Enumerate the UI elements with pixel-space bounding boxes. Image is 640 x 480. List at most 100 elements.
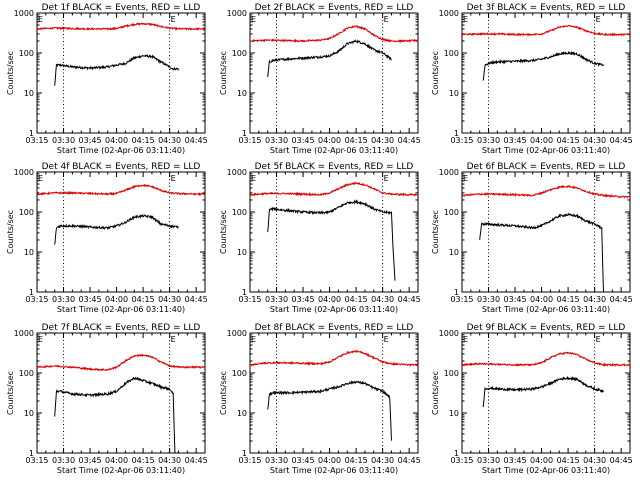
x-tick-label: 04:00	[105, 136, 128, 145]
x-tick-label: 03:15	[25, 136, 48, 145]
panel-title: Det 2f BLACK = Events, RED = LLD	[255, 3, 414, 13]
marker-e: E	[596, 15, 601, 24]
x-tick-label: 04:45	[610, 456, 633, 465]
series-events-line	[482, 50, 604, 81]
x-tick-label: 04:45	[610, 295, 633, 304]
x-tick-label: 04:00	[318, 295, 341, 304]
marker-e: E	[171, 174, 176, 183]
marker-e: E	[38, 15, 43, 24]
x-tick-label: 04:15	[557, 295, 580, 304]
series-lld-line	[461, 184, 631, 199]
plot-frame	[36, 332, 206, 454]
series-events-line	[267, 38, 392, 78]
y-tick-label: 1000	[227, 168, 247, 177]
marker-e: E	[463, 335, 468, 344]
x-tick-label: 04:15	[345, 295, 368, 304]
series-events-line	[267, 380, 392, 441]
y-tick-label: 1	[242, 129, 247, 138]
panel-det-9: Det 9f BLACK = Events, RED = LLD 1 10 100 10…	[431, 323, 633, 475]
x-tick-label: 04:15	[557, 136, 580, 145]
x-tick-label: 03:15	[238, 295, 261, 304]
plot-frame	[249, 171, 419, 293]
y-tick-label: 100	[444, 49, 459, 58]
x-axis-label: Start Time (02-Apr-06 03:11:40)	[482, 146, 610, 155]
y-axis-label: Counts/sec	[431, 51, 440, 95]
panel-det-1: Det 1f BLACK = Events, RED = LLD 1 10 100 10…	[6, 3, 208, 155]
plot-frame	[461, 171, 631, 293]
panel-det-5: Det 5f BLACK = Events, RED = LLD 1 10 100 10…	[219, 162, 421, 314]
x-tick-label: 04:00	[105, 295, 128, 304]
x-tick-label: 03:15	[238, 136, 261, 145]
y-tick-label: 1000	[227, 329, 247, 338]
x-tick-label: 04:30	[371, 295, 394, 304]
x-tick-label: 04:30	[158, 136, 181, 145]
series-events-line	[54, 213, 179, 245]
x-tick-label: 03:30	[52, 136, 75, 145]
y-tick-label: 1000	[439, 329, 459, 338]
panel-title: Det 7f BLACK = Events, RED = LLD	[42, 323, 201, 333]
y-tick-label: 1	[454, 449, 459, 458]
y-tick-label: 100	[19, 208, 34, 217]
y-tick-label: 10	[24, 89, 34, 98]
panel-title: Det 5f BLACK = Events, RED = LLD	[255, 162, 414, 172]
x-tick-label: 03:15	[25, 456, 48, 465]
y-tick-label: 1	[29, 288, 34, 297]
x-axis-label: Start Time (02-Apr-06 03:11:40)	[270, 466, 398, 475]
y-tick-label: 100	[444, 208, 459, 217]
x-tick-label: 04:00	[530, 295, 553, 304]
x-tick-label: 04:15	[345, 456, 368, 465]
x-tick-label: 03:30	[477, 295, 500, 304]
series-lld-line	[36, 183, 206, 197]
y-tick-label: 10	[24, 409, 34, 418]
x-tick-label: 03:15	[450, 295, 473, 304]
x-tick-label: 04:00	[530, 136, 553, 145]
x-axis-label: Start Time (02-Apr-06 03:11:40)	[270, 146, 398, 155]
series-lld-line	[249, 24, 419, 44]
y-axis-label: Counts/sec	[6, 51, 15, 95]
series-lld-line	[461, 351, 631, 368]
x-tick-label: 04:45	[185, 295, 208, 304]
series-lld-line	[249, 181, 419, 197]
x-tick-label: 04:15	[132, 136, 155, 145]
x-axis-label: Start Time (02-Apr-06 03:11:40)	[57, 146, 185, 155]
x-tick-label: 03:45	[79, 295, 102, 304]
plot-frame	[461, 12, 631, 134]
x-tick-label: 03:30	[265, 136, 288, 145]
panel-det-6: Det 6f BLACK = Events, RED = LLD 1 10 100 10…	[431, 162, 633, 314]
y-tick-label: 100	[232, 369, 247, 378]
plot-frame	[249, 12, 419, 134]
plot-frame	[461, 332, 631, 454]
x-tick-label: 03:45	[504, 456, 527, 465]
x-tick-label: 03:15	[25, 295, 48, 304]
x-tick-label: 04:15	[132, 295, 155, 304]
y-tick-label: 1	[29, 449, 34, 458]
panel-title: Det 1f BLACK = Events, RED = LLD	[42, 3, 201, 13]
marker-e: E	[596, 335, 601, 344]
y-axis-label: Counts/sec	[219, 210, 228, 254]
panel-title: Det 3f BLACK = Events, RED = LLD	[467, 3, 626, 13]
panel-det-4: Det 4f BLACK = Events, RED = LLD 1 10 100 10…	[6, 162, 208, 314]
marker-e: E	[251, 15, 256, 24]
x-axis-label: Start Time (02-Apr-06 03:11:40)	[270, 305, 398, 314]
y-tick-label: 1	[454, 129, 459, 138]
x-tick-label: 04:15	[345, 136, 368, 145]
x-tick-label: 03:45	[79, 456, 102, 465]
panel-det-8: Det 8f BLACK = Events, RED = LLD 1 10 100 10…	[219, 323, 421, 475]
x-tick-label: 04:30	[371, 136, 394, 145]
plot-frame	[36, 12, 206, 134]
marker-e: E	[596, 174, 601, 183]
y-axis-label: Counts/sec	[219, 371, 228, 415]
x-tick-label: 03:30	[477, 456, 500, 465]
marker-e: E	[384, 15, 389, 24]
x-tick-label: 04:15	[132, 456, 155, 465]
x-tick-label: 04:00	[318, 136, 341, 145]
x-tick-label: 04:45	[398, 136, 421, 145]
x-tick-label: 04:30	[371, 456, 394, 465]
y-tick-label: 1000	[439, 9, 459, 18]
x-tick-label: 04:45	[398, 456, 421, 465]
x-tick-label: 03:30	[265, 295, 288, 304]
y-tick-label: 10	[449, 89, 459, 98]
x-axis-label: Start Time (02-Apr-06 03:11:40)	[57, 305, 185, 314]
series-lld-line	[461, 24, 631, 37]
